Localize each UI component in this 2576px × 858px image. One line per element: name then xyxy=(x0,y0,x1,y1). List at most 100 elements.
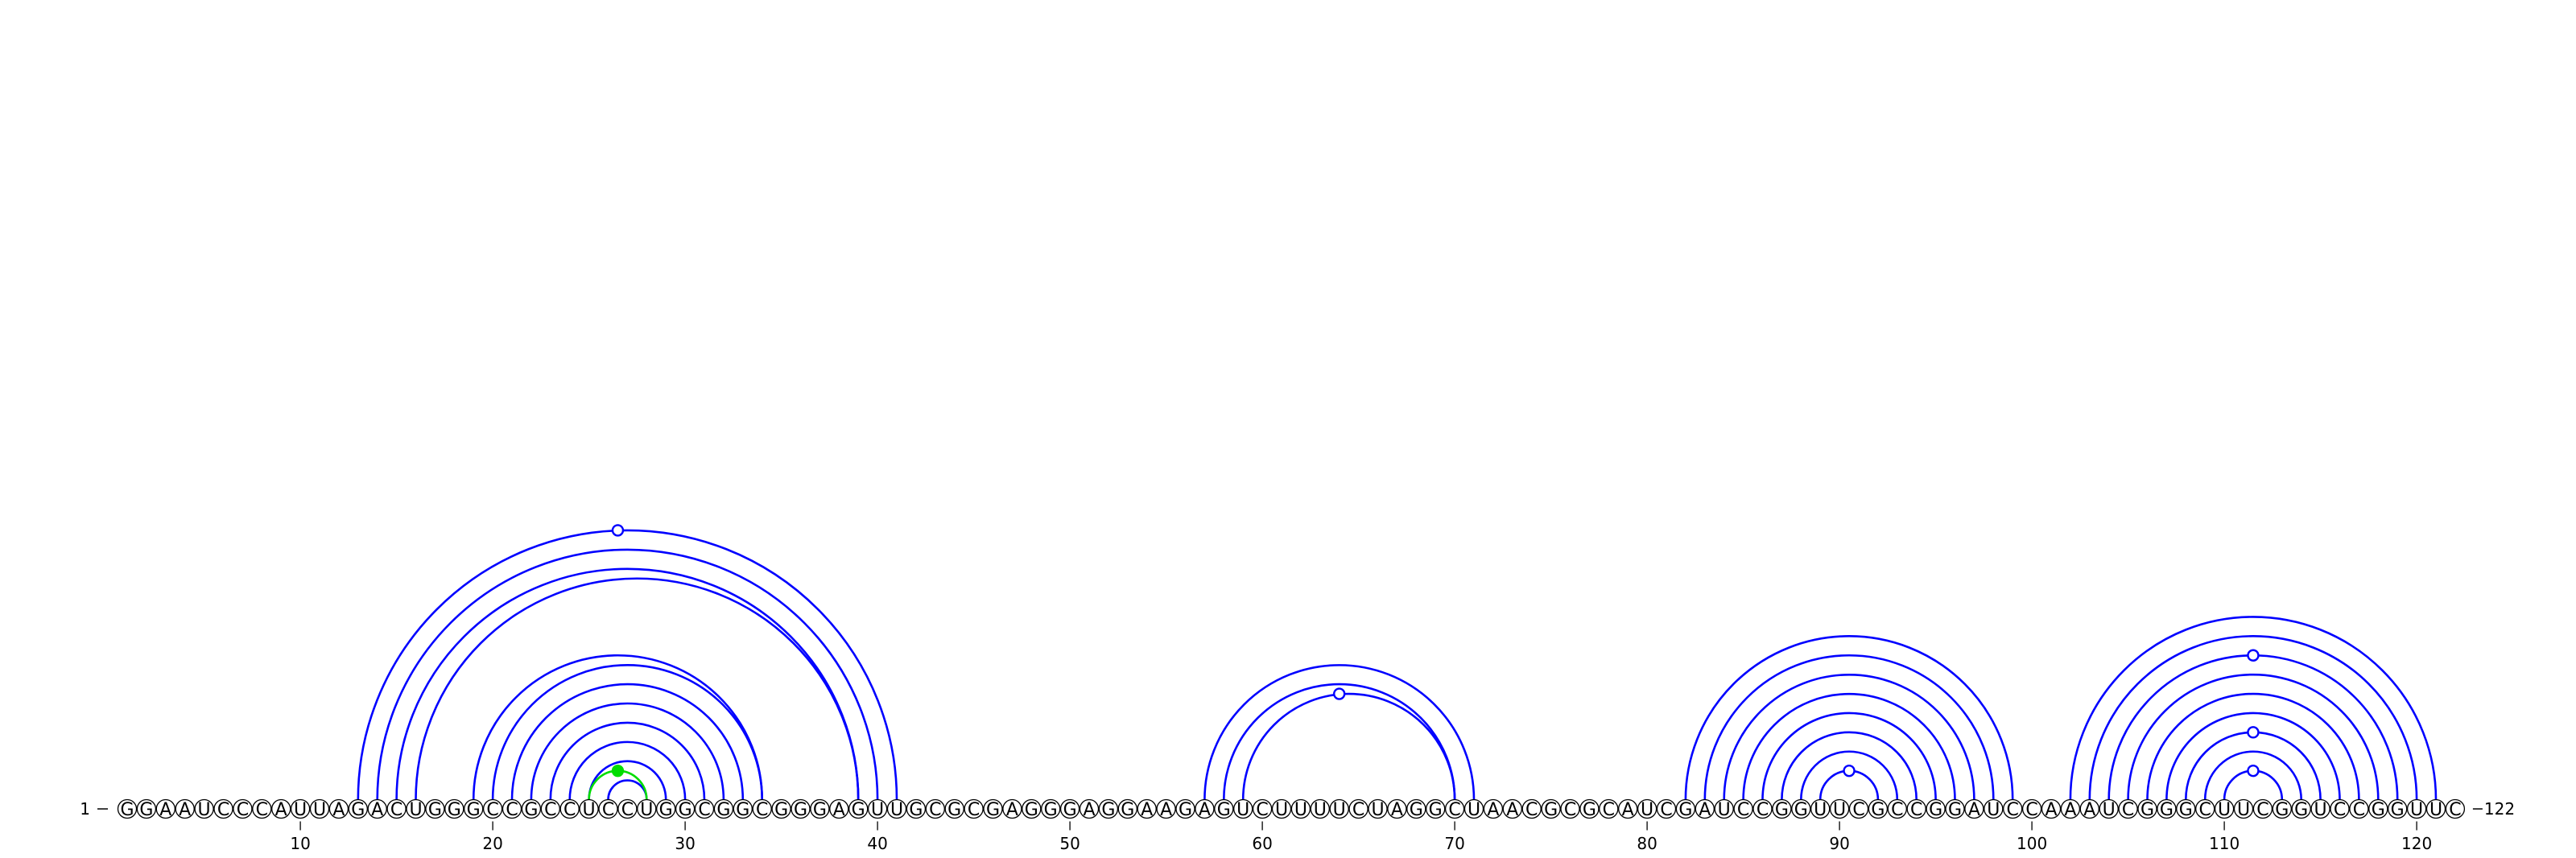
nucleotide-letter: A xyxy=(1506,800,1518,820)
nucleotide-letter: U xyxy=(1468,800,1480,820)
nucleotide-circle xyxy=(617,798,638,819)
nucleotide-letter: G xyxy=(1410,800,1423,820)
nucleotide-28: U xyxy=(637,798,657,820)
nucleotide-circle xyxy=(1290,798,1311,819)
nucleotide-22: G xyxy=(521,798,542,820)
nucleotide-15: C xyxy=(386,798,407,820)
nucleotide-letter: G xyxy=(120,800,134,820)
nucleotide-circle xyxy=(2252,798,2273,819)
tick-label-40: 40 xyxy=(867,834,887,853)
nucleotide-letter: A xyxy=(2083,800,2095,820)
base-pair-arc-58-70 xyxy=(1223,683,1456,800)
nucleotide-letter: A xyxy=(1968,800,1980,820)
nucleotide-letter: G xyxy=(139,800,153,820)
nucleotide-letter: G xyxy=(986,800,1000,820)
nucleotide-letter: G xyxy=(524,800,538,820)
nucleotide-circle xyxy=(1195,798,1215,819)
nucleotide-circle xyxy=(2195,798,2215,819)
nucleotide-circle xyxy=(1675,798,1696,819)
nucleotide-95: G xyxy=(1926,798,1946,820)
nucleotide-letter: A xyxy=(1199,800,1211,820)
nucleotide-67: A xyxy=(1387,798,1407,820)
nucleotide-letter: C xyxy=(1256,800,1268,820)
nucleotide-36: G xyxy=(791,798,811,820)
base-pair-arc-85-96 xyxy=(1742,692,1956,800)
nucleotide-27: C xyxy=(617,798,638,820)
nucleotide-circle xyxy=(1560,798,1580,819)
nucleotide-circle xyxy=(1002,798,1022,819)
nucleotide-71: U xyxy=(1463,798,1484,820)
nucleotide-97: A xyxy=(1964,798,1984,820)
nucleotide-74: C xyxy=(1521,798,1542,820)
nucleotide-letter: G xyxy=(659,800,673,820)
tick-label-110: 110 xyxy=(2209,834,2240,853)
nucleotide-39: G xyxy=(848,798,869,820)
nucleotide-87: G xyxy=(1772,798,1792,820)
nucleotide-53: G xyxy=(1117,798,1137,820)
nucleotide-121: U xyxy=(2425,798,2446,820)
base-pair-arc-88-93 xyxy=(1800,750,1899,800)
base-pair-arc-102-121 xyxy=(2069,616,2438,800)
nucleotide-letter: C xyxy=(1603,800,1615,820)
nucleotide-letter: G xyxy=(2140,800,2154,820)
nucleotide-letter: C xyxy=(237,800,249,820)
nucleotide-letter: G xyxy=(1544,800,1558,820)
nucleotide-circle xyxy=(1233,798,1253,819)
nucleotide-letter: U xyxy=(890,800,903,820)
nucleotide-circle xyxy=(1637,798,1657,819)
nucleotide-circle xyxy=(1733,798,1753,819)
nucleotide-49: G xyxy=(1041,798,1061,820)
nucleotide-7: C xyxy=(233,798,253,820)
nucleotide-94: C xyxy=(1906,798,1926,820)
nucleotide-circle xyxy=(675,798,696,819)
nucleotide-14: A xyxy=(367,798,387,820)
nucleotide-letter: G xyxy=(2275,800,2289,820)
nucleotide-54: A xyxy=(1137,798,1157,820)
nucleotide-letter: G xyxy=(2179,800,2193,820)
nucleotide-circle xyxy=(944,798,964,819)
base-pair-arc-20-34 xyxy=(491,663,763,800)
nucleotide-circle xyxy=(271,798,291,819)
nucleotide-9: A xyxy=(271,798,291,820)
nucleotide-letter: G xyxy=(813,800,827,820)
nucleotide-letter: G xyxy=(1794,800,1808,820)
nucleotide-circle xyxy=(540,798,560,819)
nucleotide-letter: C xyxy=(2353,800,2365,820)
nucleotide-circle xyxy=(290,798,311,819)
nucleotide-63: U xyxy=(1310,798,1330,820)
nucleotide-19: G xyxy=(464,798,484,820)
nucleotide-letter: A xyxy=(2064,800,2076,820)
nucleotide-116: C xyxy=(2330,798,2350,820)
nucleotide-circle xyxy=(1829,798,1850,819)
base-pair-arcs xyxy=(357,529,2438,800)
nucleotide-26: C xyxy=(598,798,618,820)
nucleotide-letter: U xyxy=(313,800,326,820)
base-pair-arc-24-30 xyxy=(568,740,687,800)
nucleotide-circle xyxy=(1406,798,1426,819)
arc-markers xyxy=(611,524,2260,778)
base-pair-arc-109-114 xyxy=(2203,750,2302,800)
tick-label-100: 100 xyxy=(2017,834,2047,853)
nucleotide-circle xyxy=(1848,798,1869,819)
nucleotide-circle xyxy=(1964,798,1984,819)
nucleotide-circle xyxy=(1117,798,1137,819)
nucleotide-letter: A xyxy=(371,800,383,820)
nucleotide-circle xyxy=(1599,798,1619,819)
nucleotide-circle xyxy=(791,798,811,819)
base-pair-arc-83-98 xyxy=(1703,654,1995,800)
nucleotide-41: U xyxy=(886,798,907,820)
base-pair-arc-57-71 xyxy=(1203,663,1476,800)
nucleotide-letter: A xyxy=(833,800,845,820)
nucleotide-circle xyxy=(1656,798,1677,819)
nucleotide-circle xyxy=(2349,798,2369,819)
nucleotide-letter: C xyxy=(390,800,402,820)
nucleotide-58: G xyxy=(1214,798,1234,820)
base-pair-arc-107-116 xyxy=(2165,712,2341,800)
nucleotide-letter: C xyxy=(1852,800,1864,820)
nucleotide-letter: U xyxy=(1833,800,1846,820)
nucleotide-letter: U xyxy=(2314,800,2327,820)
nucleotide-86: C xyxy=(1752,798,1773,820)
nucleotide-42: G xyxy=(906,798,927,820)
